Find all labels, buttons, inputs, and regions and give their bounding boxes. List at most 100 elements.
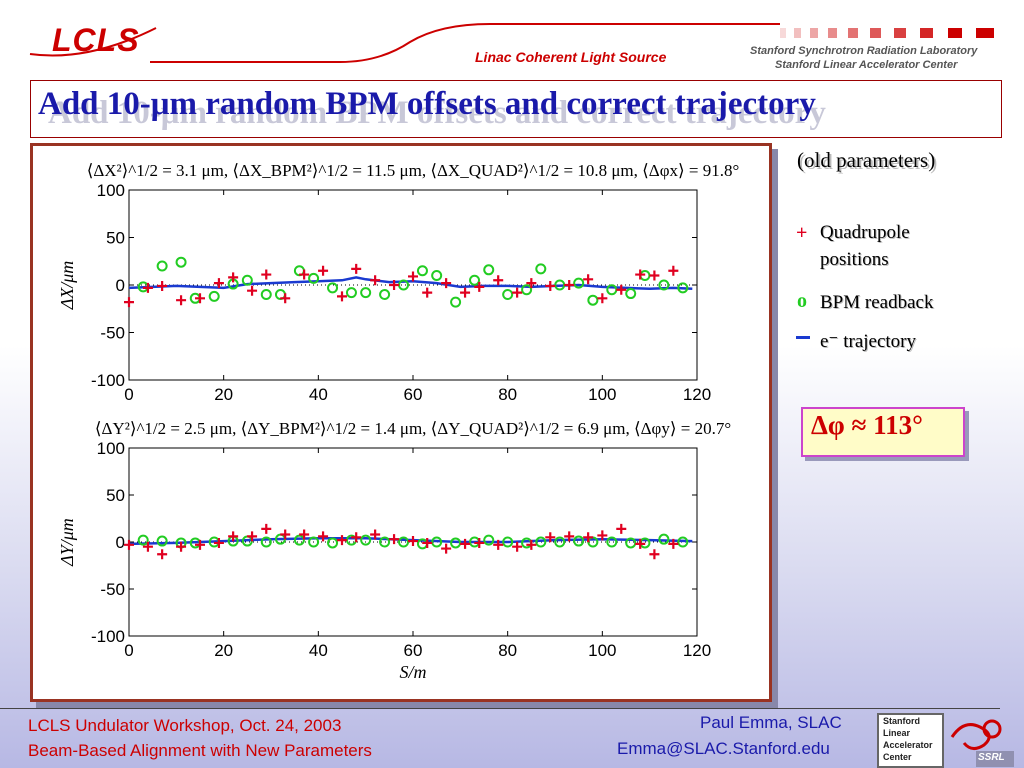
bpm-point [658,279,670,291]
bpm-point [327,282,339,294]
bpm-point [327,537,339,549]
quad-point [157,549,168,560]
x-tick-label: 20 [214,385,233,404]
quad-point [280,529,291,540]
y-tick-label: 50 [106,486,125,505]
quad-point [564,531,575,542]
quad-point [142,541,153,552]
bpm-point [308,536,320,548]
bpm-point [535,263,547,275]
bpm-point [521,284,533,296]
bpm-point [360,534,372,546]
title-box [30,80,1002,138]
bpm-point [625,288,637,300]
quad-point [247,531,258,542]
y-axis-label: ΔY/μm [57,518,77,567]
bpm-point [345,287,357,299]
y-tick-label: -100 [91,627,125,646]
quad-point [408,536,418,547]
bpm-point [483,534,495,546]
chart-title: ⟨ΔY²⟩^1/2 = 2.5 μm, ⟨ΔY_BPM²⟩^1/2 = 1.4 … [95,419,731,438]
bpm-point [308,272,320,284]
quad-point [583,532,594,543]
y-tick-label: 100 [97,181,125,200]
quad-point [142,282,153,293]
x-tick-label: 80 [498,385,517,404]
bpm-point [379,536,391,548]
plot-figure: ⟨ΔX²⟩^1/2 = 3.1 μm, ⟨ΔX_BPM²⟩^1/2 = 11.5… [57,161,740,682]
quad-point [299,529,310,540]
y-tick-label: 0 [116,276,125,295]
quad-point [649,549,660,560]
y-axis-label: ΔX/μm [57,261,77,311]
quad-point [176,541,187,552]
legend-quad-label: Quadrupole [820,222,910,243]
slac-logo-line: Linear [883,728,911,738]
footer-divider [0,708,1000,709]
quad-point [280,293,291,304]
quad-point [318,265,329,276]
quad-point [512,287,523,298]
plot-frame [30,143,772,702]
bpm-point [431,270,443,281]
bpm-point [554,536,566,548]
quad-point [337,291,347,302]
x-tick-label: 60 [404,641,423,660]
bpm-point [658,533,670,545]
quad-point [526,278,537,289]
quad-point [597,293,608,304]
bpm-point [260,289,272,300]
y-tick-label: -50 [100,324,125,343]
quad-point [474,281,485,292]
quad-point [247,285,258,296]
quad-point [635,538,646,549]
x-tick-label: 100 [588,385,616,404]
y-tick-label: 0 [116,533,125,552]
quad-point [512,541,523,552]
x-tick-label: 80 [498,641,517,660]
quad-point [318,531,329,542]
quad-point [474,537,485,548]
old-parameters-note: (old parameters) [797,148,936,172]
legend-quad-marker: + [796,222,808,244]
quad-point [668,538,679,549]
lcls-logo-swoosh [29,27,157,57]
quad-point [195,293,205,304]
quad-point [370,275,381,286]
quad-point [157,280,168,291]
quad-point [616,284,627,295]
quad-point [526,539,537,550]
quad-point [124,297,134,308]
quad-point [261,523,272,534]
phase-advance-box [801,407,965,457]
quad-point [422,287,433,298]
bpm-point [606,536,618,548]
slac-logo-line: Center [883,752,912,762]
bpm-point [450,296,462,308]
quad-point [176,295,187,306]
x-axis-label: S/m [400,662,427,682]
quad-point [545,532,556,543]
quad-point [616,523,627,534]
ssrl-logo-text: SSRL [978,752,1005,763]
legend-bpm-label: BPM readback [820,292,934,313]
ssrl-logo [950,719,1014,767]
lab-name-line1: Stanford Synchrotron Radiation Laborator… [750,45,978,57]
bpm-point [379,289,391,300]
phase-advance-value: Δφ ≈ 113° [811,410,923,440]
bpm-point [502,289,514,300]
x-tick-label: 120 [683,385,711,404]
quad-point [545,280,556,291]
quad-point [351,263,362,274]
header-checker-pattern [780,28,994,38]
header-subtitle: Linac Coherent Light Source [475,49,667,65]
bpm-point [483,264,495,276]
bpm-point [241,274,253,286]
bpm-point [677,536,689,548]
quad-point [389,534,400,545]
quad-point [337,535,347,546]
legend-quad-label-2: positions [820,249,889,270]
quad-point [228,272,239,283]
slide-title: Add 10-μm random BPM offsets and correct… [38,86,816,122]
chart-title: ⟨ΔX²⟩^1/2 = 3.1 μm, ⟨ΔX_BPM²⟩^1/2 = 11.5… [87,161,740,180]
